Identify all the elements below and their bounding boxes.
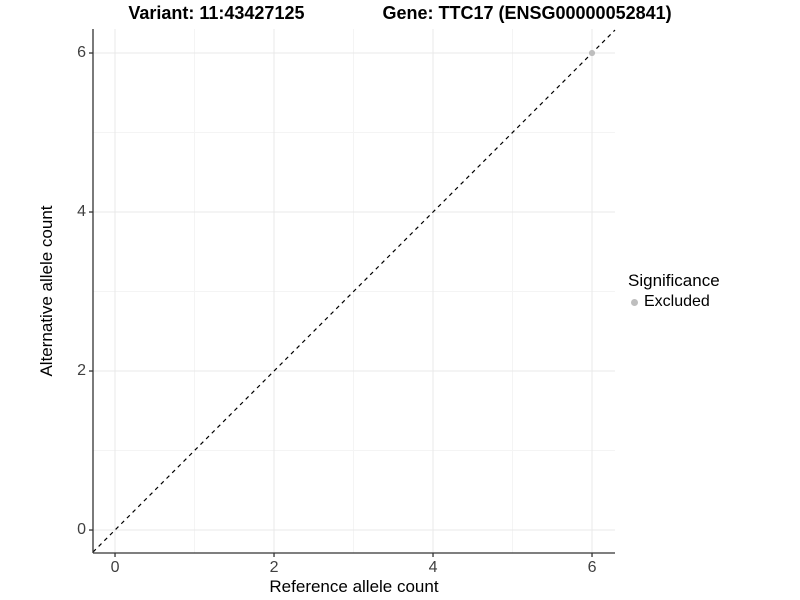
y-tick-label: 4 bbox=[77, 203, 86, 220]
y-tick-label: 0 bbox=[77, 521, 86, 539]
x-tick-label: 0 bbox=[110, 559, 120, 576]
y-axis-title: Alternative allele count bbox=[37, 205, 56, 377]
plot-title: Variant: 11:43427125 Gene: TTC17 (ENSG00… bbox=[0, 3, 800, 24]
variant-title: Variant: 11:43427125 bbox=[128, 3, 305, 23]
legend-items: Excluded bbox=[628, 293, 720, 311]
legend: Significance Excluded bbox=[628, 271, 720, 311]
identity-line bbox=[92, 29, 616, 553]
x-tick-label: 4 bbox=[428, 559, 438, 576]
data-point bbox=[588, 49, 596, 57]
legend-point-icon bbox=[631, 298, 638, 306]
x-tick-label: 2 bbox=[269, 559, 279, 576]
gene-title: Gene: TTC17 (ENSG00000052841) bbox=[382, 3, 672, 23]
legend-title: Significance bbox=[628, 271, 720, 290]
legend-item-label: Excluded bbox=[644, 293, 710, 310]
x-axis-title: Reference allele count bbox=[269, 577, 439, 596]
x-tick-label: 6 bbox=[587, 559, 597, 576]
legend-item: Excluded bbox=[628, 293, 720, 311]
y-tick-label: 2 bbox=[77, 362, 86, 380]
y-tick-label: 6 bbox=[77, 44, 86, 61]
